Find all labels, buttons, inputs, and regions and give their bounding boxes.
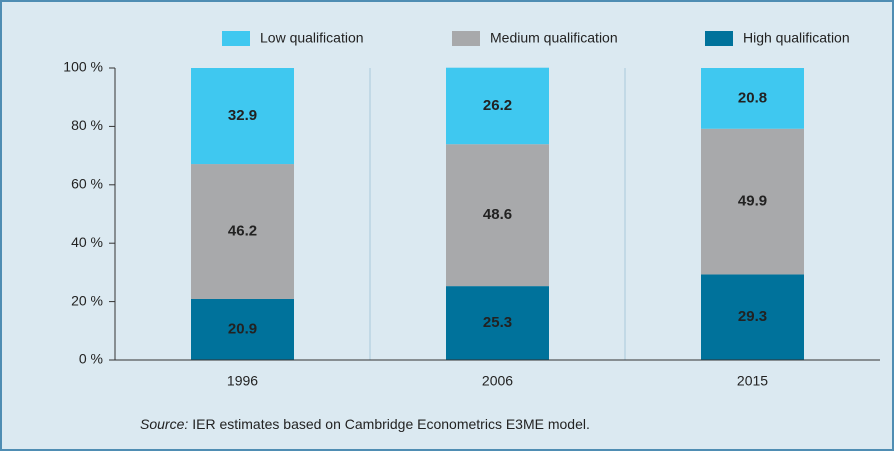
value-label: 32.9: [228, 107, 257, 124]
bar-segment: [191, 298, 294, 360]
x-tick-label: 1996: [227, 373, 258, 389]
y-tick-label: 60 %: [71, 176, 103, 192]
bar-segment: [446, 144, 549, 287]
legend-swatch: [222, 31, 250, 46]
y-tick-label: 40 %: [71, 234, 103, 250]
source-label: Source:: [140, 416, 188, 432]
legend-label: Low qualification: [260, 30, 364, 46]
legend-swatch: [452, 31, 480, 46]
source: Source: IER estimates based on Cambridge …: [140, 416, 590, 432]
value-label: 29.3: [738, 308, 767, 325]
x-tick-label: 2015: [737, 373, 768, 389]
legend-label: Medium qualification: [490, 30, 618, 46]
bar-segment: [446, 67, 549, 145]
value-label: 20.9: [228, 320, 257, 337]
bar-segment: [446, 286, 549, 360]
value-label: 20.8: [738, 89, 767, 106]
y-tick-label: 80 %: [71, 117, 103, 133]
bar-segment: [191, 164, 294, 299]
value-label: 49.9: [738, 193, 767, 210]
bar-segment: [701, 128, 804, 275]
bar-segment: [701, 68, 804, 129]
value-label: 46.2: [228, 222, 257, 239]
value-label: 26.2: [483, 97, 512, 114]
bar-segment: [701, 274, 804, 360]
bar-segment: [191, 68, 294, 165]
source-text: IER estimates based on Cambridge Econome…: [192, 416, 590, 432]
value-label: 25.3: [483, 314, 512, 331]
legend-swatch: [705, 31, 733, 46]
legend-label: High qualification: [743, 30, 850, 46]
y-tick-label: 0 %: [79, 351, 103, 367]
y-tick-label: 20 %: [71, 292, 103, 308]
y-tick-label: 100 %: [63, 59, 103, 75]
value-label: 48.6: [483, 206, 512, 223]
x-tick-label: 2006: [482, 373, 513, 389]
